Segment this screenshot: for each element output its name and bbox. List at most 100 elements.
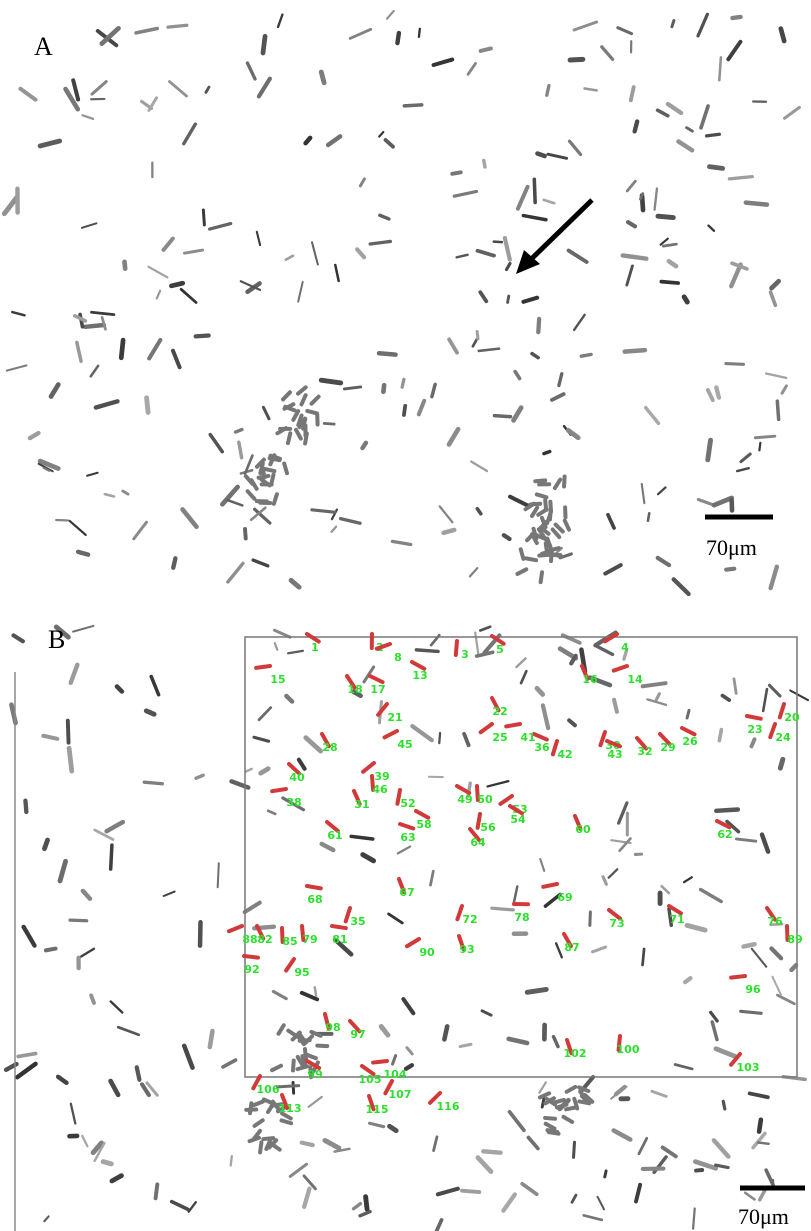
rod [607, 868, 619, 879]
rod [226, 561, 245, 584]
rod [659, 279, 680, 285]
rod [276, 13, 284, 29]
clump [309, 394, 321, 406]
object-label: 24 [775, 731, 791, 744]
rod [391, 1054, 398, 1066]
clump [261, 1136, 276, 1142]
tracked-rod [305, 632, 321, 644]
rod [65, 718, 71, 745]
rod [57, 858, 68, 884]
rod [542, 198, 556, 205]
rod [144, 395, 151, 415]
rod [725, 819, 741, 834]
tracked-rod [382, 729, 399, 740]
clump [275, 426, 288, 436]
rod [650, 1089, 668, 1098]
tracked-rod [635, 736, 649, 751]
rod [681, 294, 690, 305]
rod [506, 1036, 530, 1046]
object-label: 100 [617, 1043, 640, 1056]
rod [640, 482, 646, 505]
object-label: 23 [747, 723, 762, 736]
object-label: 32 [637, 745, 652, 758]
object-label: 53 [512, 803, 527, 816]
rod [99, 25, 121, 46]
clump [262, 466, 277, 474]
clump [260, 465, 267, 480]
rod [416, 398, 427, 417]
clump [264, 1137, 273, 1151]
rod [134, 1065, 142, 1082]
object-label: 103 [737, 1061, 760, 1074]
object-label: 98 [325, 1021, 340, 1034]
rod [720, 693, 732, 702]
clump [270, 1099, 281, 1112]
clump [577, 1085, 591, 1094]
rod [322, 1137, 342, 1151]
tracked-rod [504, 722, 522, 729]
object-label: 85 [282, 935, 297, 948]
rod [504, 261, 512, 272]
rod [501, 1192, 518, 1213]
rod [266, 809, 277, 816]
tracked-rod [395, 788, 402, 806]
rod [93, 828, 115, 841]
rod [355, 247, 367, 260]
rod [27, 430, 41, 441]
clump [295, 1034, 306, 1047]
rod [640, 681, 668, 689]
rod [526, 1135, 540, 1151]
rod [756, 1117, 764, 1134]
rod [302, 1174, 317, 1191]
rod [542, 449, 552, 456]
object-label: 72 [462, 913, 477, 926]
tracked-rod [410, 660, 427, 671]
rod [68, 662, 80, 685]
rod [118, 337, 126, 361]
rod [441, 527, 457, 536]
rod [450, 170, 463, 176]
object-label: 31 [354, 798, 369, 811]
rod [73, 314, 88, 323]
rod [303, 735, 324, 754]
clump [545, 1128, 560, 1134]
rod [187, 1201, 197, 1213]
rod [257, 706, 273, 722]
rod [655, 213, 676, 221]
object-label: 62 [717, 828, 732, 841]
rod [307, 1095, 323, 1108]
tracked-rod [729, 974, 747, 980]
tracked-rod [287, 762, 302, 776]
object-label: 58 [416, 818, 431, 831]
clump [295, 385, 308, 396]
rod [739, 1009, 763, 1015]
clump [554, 1102, 569, 1110]
rod [318, 377, 344, 386]
rod [468, 567, 479, 578]
rod [438, 505, 454, 524]
rod [383, 138, 395, 149]
rod [628, 85, 636, 103]
rod [387, 1123, 399, 1134]
rod [534, 685, 546, 697]
rod [646, 512, 651, 523]
rod [469, 460, 489, 473]
object-label: 28 [322, 741, 337, 754]
tracked-rod [348, 1019, 362, 1034]
rod [351, 1201, 363, 1211]
rod [139, 1082, 151, 1098]
clump [545, 536, 553, 550]
object-label: 14 [627, 673, 643, 686]
rod [726, 39, 743, 62]
rod [587, 675, 613, 688]
tracked-rod [270, 787, 288, 794]
rod [201, 208, 206, 227]
clump [258, 1140, 264, 1155]
rod [698, 887, 723, 904]
tracked-rod [580, 664, 590, 681]
rod [155, 289, 162, 300]
rod [625, 220, 638, 229]
clump [305, 408, 320, 416]
object-label: 54 [510, 813, 526, 826]
rod [471, 338, 478, 348]
